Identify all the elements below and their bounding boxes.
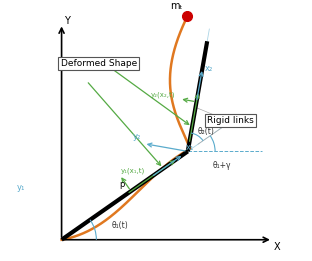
Text: θ₂(t): θ₂(t)	[198, 127, 215, 137]
Text: x₁: x₁	[186, 143, 195, 152]
Text: mₜ: mₜ	[170, 2, 182, 11]
Text: Rigid links: Rigid links	[207, 116, 254, 125]
Text: y₂: y₂	[133, 132, 141, 141]
Text: y₂(x₂,t): y₂(x₂,t)	[151, 91, 176, 98]
Text: p: p	[119, 180, 125, 189]
Text: Y: Y	[64, 16, 70, 26]
Text: X: X	[274, 242, 281, 252]
Text: θ₁(t): θ₁(t)	[111, 221, 128, 230]
Text: θ₁+γ: θ₁+γ	[212, 161, 231, 170]
Text: y₁: y₁	[17, 183, 25, 192]
Text: Deformed Shape: Deformed Shape	[61, 59, 137, 68]
Text: y₁(x₁,t): y₁(x₁,t)	[121, 167, 145, 174]
Text: x₂: x₂	[205, 64, 213, 73]
